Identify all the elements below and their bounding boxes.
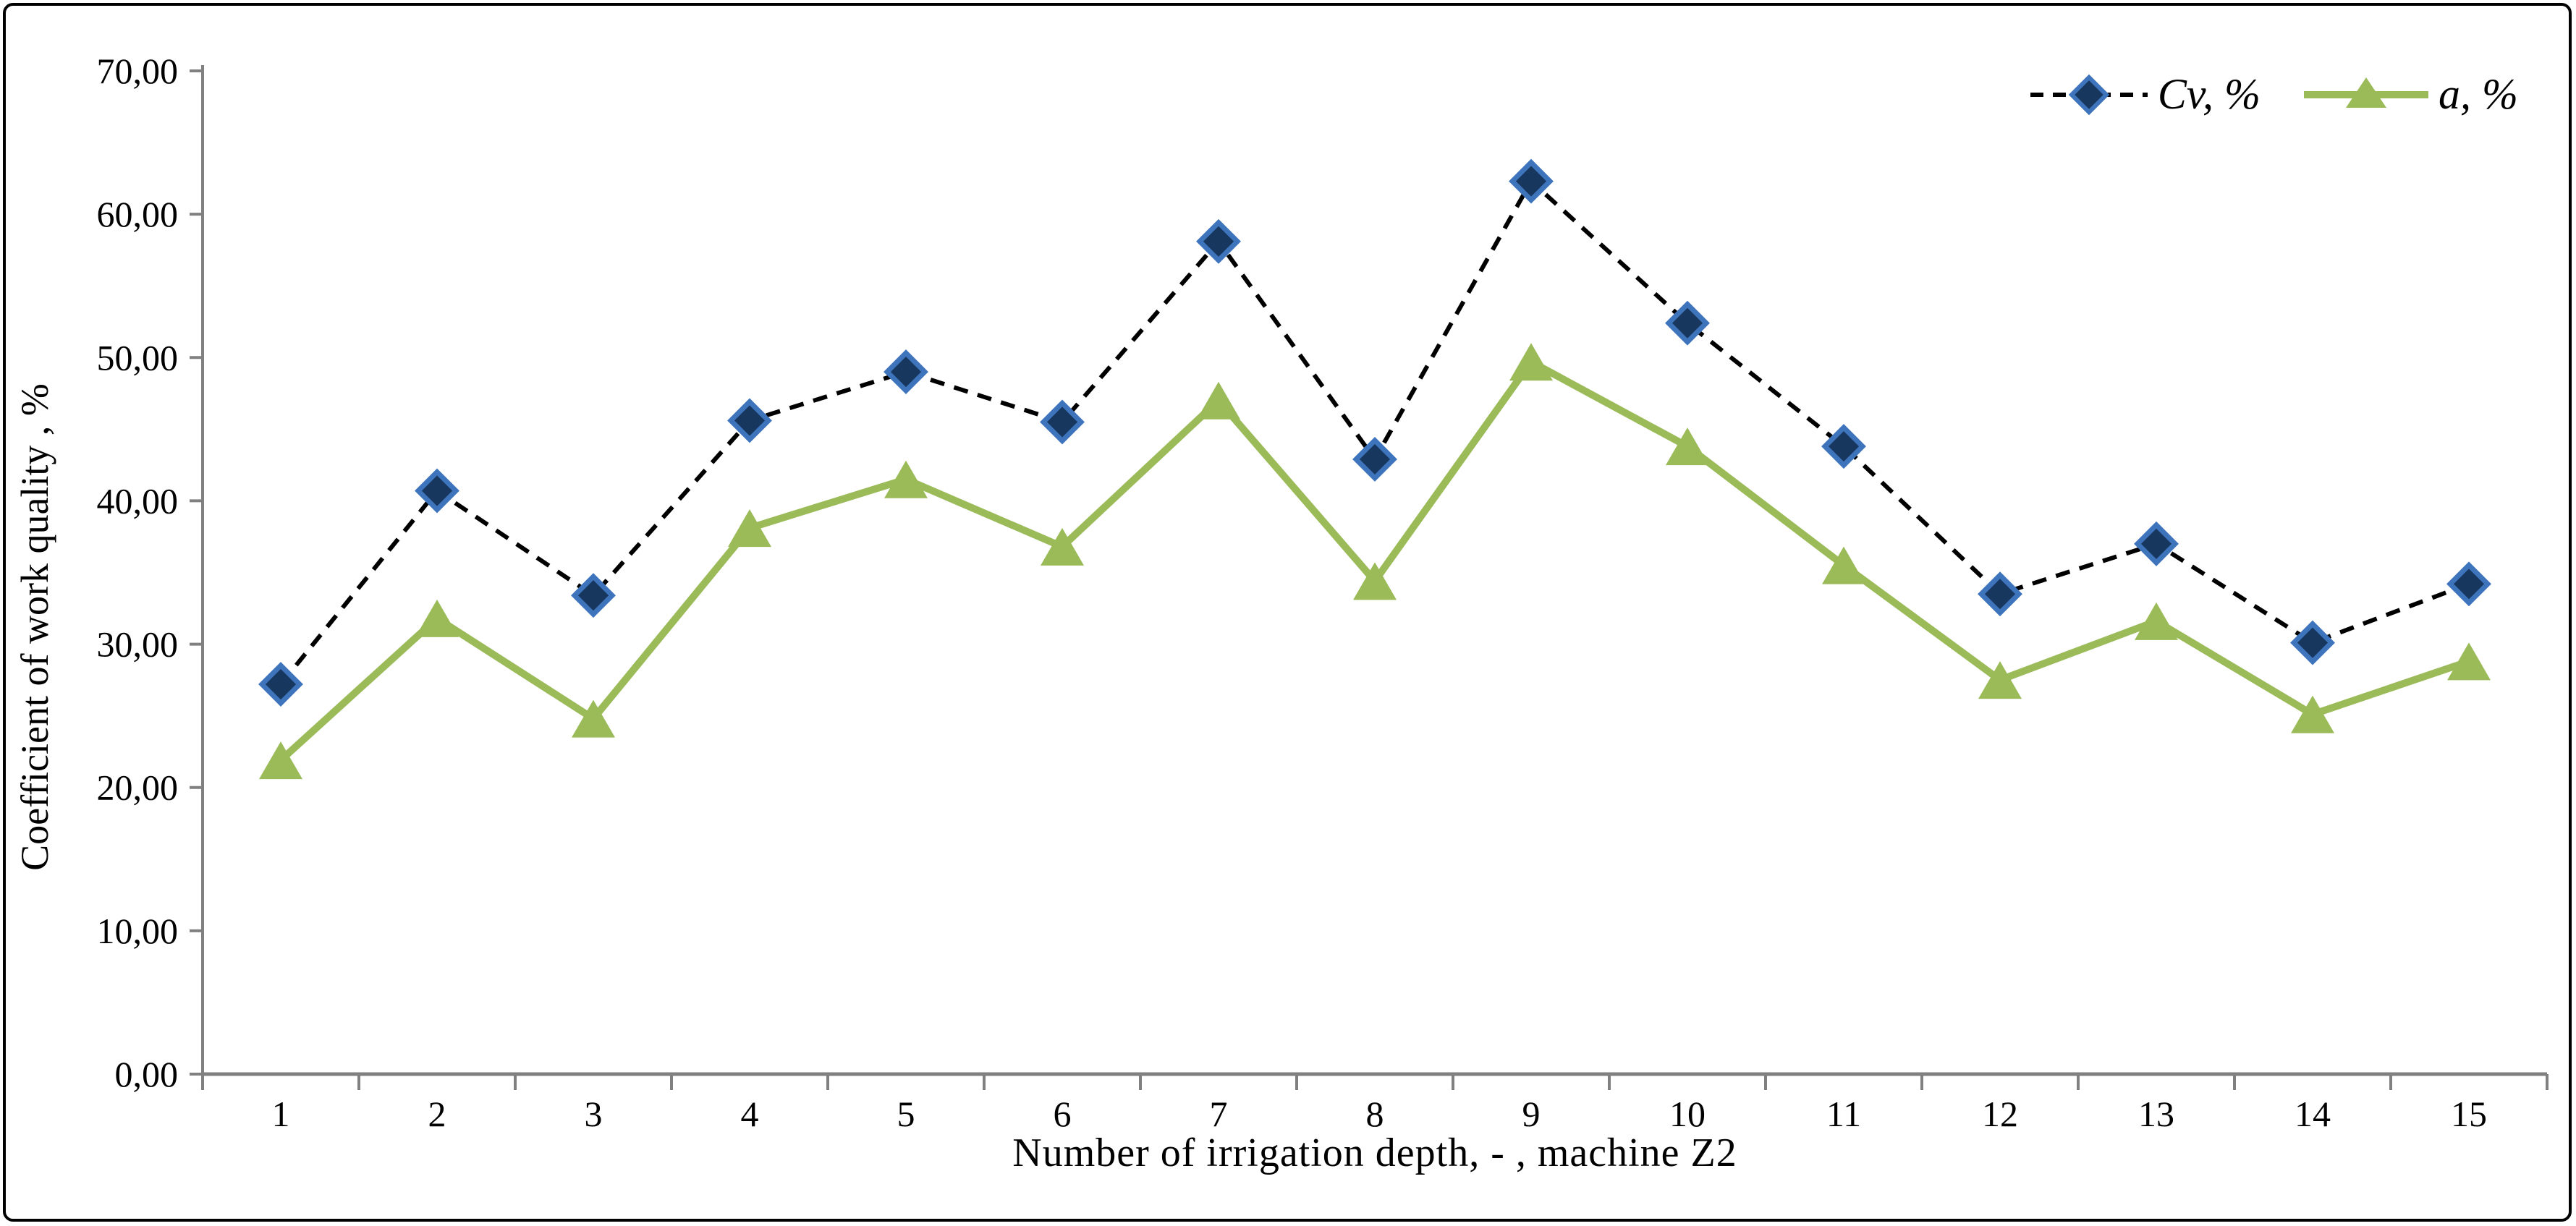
legend-cv-diamond-icon [2068,74,2110,115]
legend-item-cv: Cv, % [2028,69,2261,119]
legend-sample-cv [2030,74,2148,115]
a-data-point-marker [2291,695,2334,733]
y-tick-label: 60,00 [97,194,179,234]
a-data-point-marker [259,741,302,780]
a-data-point-marker [415,599,459,637]
cv-data-point-marker [1821,424,1866,469]
a-data-point-marker [1197,381,1240,420]
chart-legend: Cv, % a, % [2028,69,2518,119]
legend-sample-a [2304,77,2429,108]
y-axis-title: Coefficient of work quality , % [13,383,56,871]
y-tick-label: 30,00 [97,624,179,665]
y-tick-label: 40,00 [97,480,179,521]
x-tick-label: 14 [2295,1094,2331,1134]
x-tick-label: 8 [1366,1094,1384,1134]
x-tick-label: 15 [2451,1094,2487,1134]
y-tick-label: 20,00 [97,767,179,808]
legend-a-triangle-icon [2346,77,2387,108]
cv-data-point-marker [2290,620,2335,665]
x-tick-label: 6 [1054,1094,1072,1134]
x-tick-label: 1 [272,1094,290,1134]
cv-data-point-marker [727,398,772,443]
x-tick-label: 7 [1210,1094,1228,1134]
legend-label-cv: Cv, % [2157,70,2261,118]
x-tick-label: 9 [1522,1094,1541,1134]
y-tick-label: 70,00 [97,51,179,91]
x-tick-label: 11 [1826,1094,1861,1134]
a-data-point-marker [728,509,771,548]
x-tick-label: 3 [585,1094,603,1134]
cv-data-point-marker [1509,158,1554,204]
x-tick-label: 5 [897,1094,915,1134]
x-axis-title: Number of irrigation depth, - , machine … [1012,1131,1737,1175]
legend-label-a: a, % [2439,70,2518,118]
a-data-point-marker [572,699,615,738]
y-tick-label: 0,00 [115,1054,179,1094]
a-data-point-marker [2135,602,2178,640]
a-data-point-marker [1509,343,1553,381]
x-tick-label: 12 [1982,1094,2018,1134]
x-tick-label: 2 [428,1094,446,1134]
a-data-point-marker [1822,546,1865,584]
cv-data-point-marker [1040,399,1085,445]
x-tick-label: 10 [1669,1094,1706,1134]
cv-series-line [279,177,2470,686]
a-data-point-marker [1041,527,1084,566]
cv-data-point-marker [1978,571,2022,617]
cv-data-point-marker [571,573,616,618]
cv-data-point-marker [1196,218,1241,264]
x-tick-label: 13 [2138,1094,2174,1134]
y-tick-label: 10,00 [97,911,179,951]
a-data-point-marker [1353,562,1397,600]
a-data-point-marker [2447,642,2491,681]
a-data-point-marker [1666,427,1709,466]
a-data-point-marker [1978,661,2022,699]
cv-data-point-marker [884,349,928,395]
y-tick-label: 50,00 [97,337,179,378]
cv-data-point-marker [2446,561,2491,607]
cv-data-point-marker [258,662,303,707]
a-data-point-marker [884,460,928,498]
cv-data-point-marker [1352,437,1397,482]
cv-data-point-marker [2134,521,2179,566]
x-tick-label: 4 [741,1094,759,1134]
a-series-line [278,357,2470,763]
cv-data-point-marker [415,468,459,514]
legend-item-a: a, % [2301,69,2518,119]
cv-data-point-marker [1665,300,1710,346]
